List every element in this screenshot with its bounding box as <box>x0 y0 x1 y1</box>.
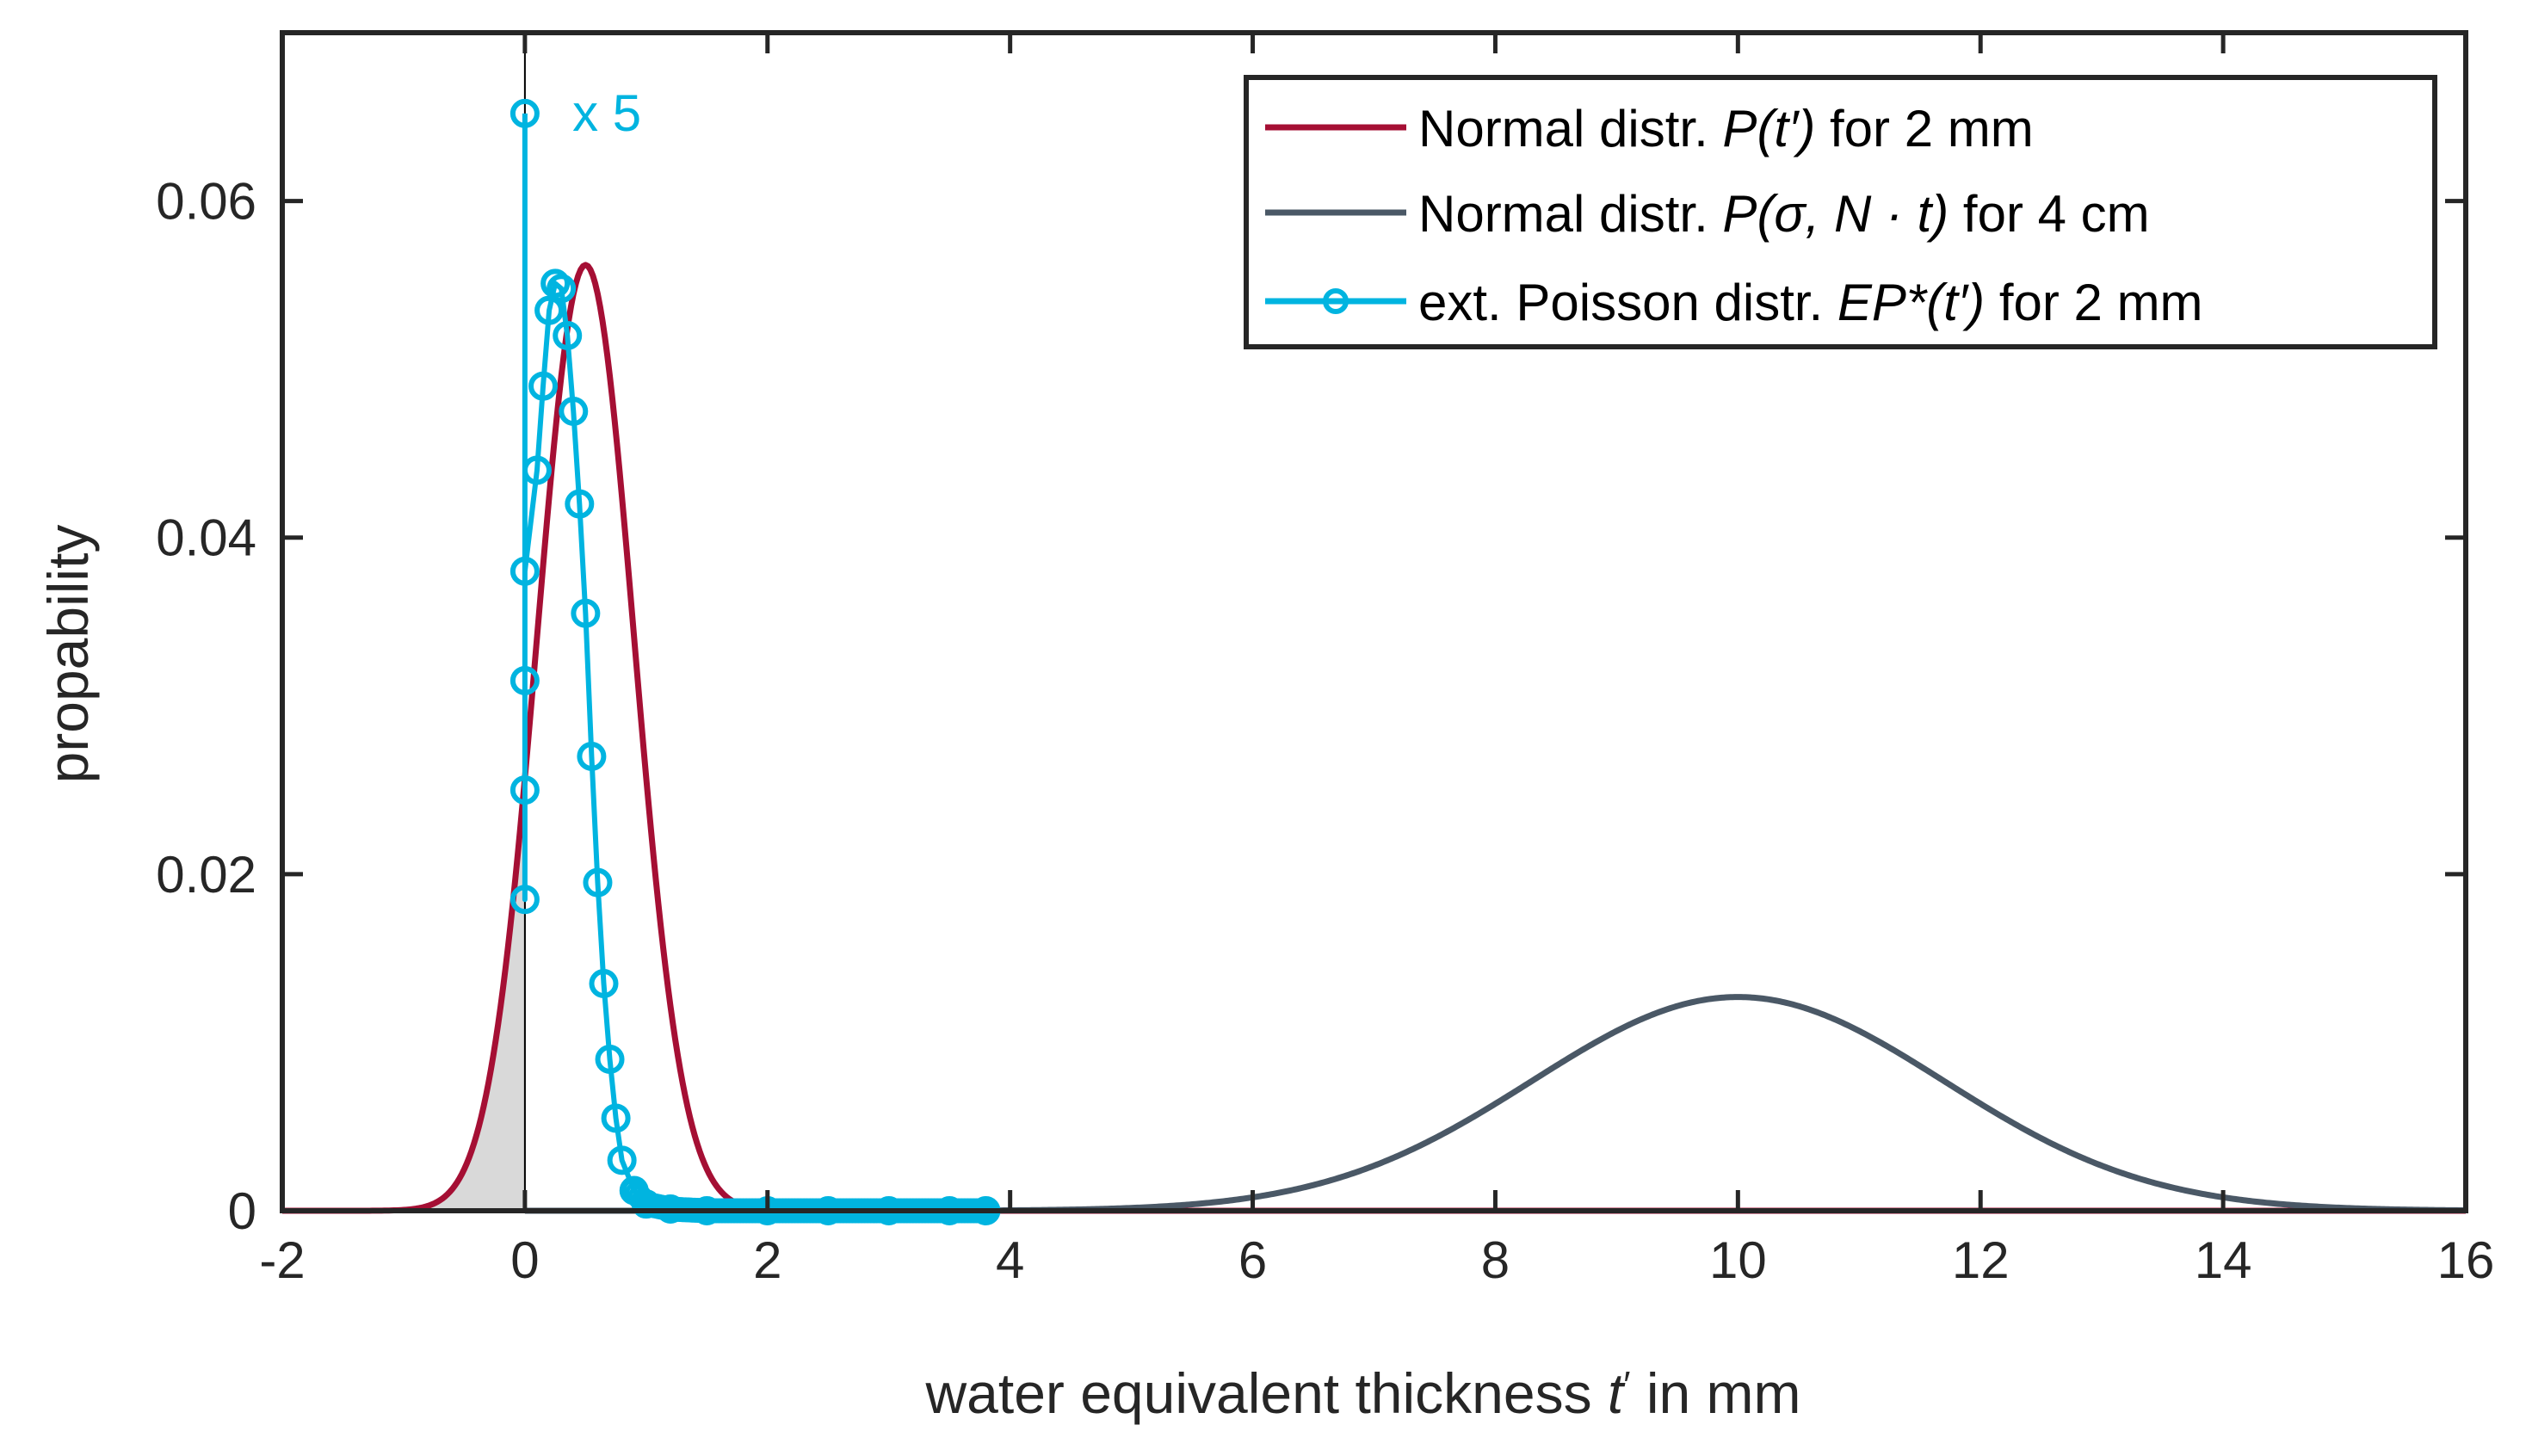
annotation-scale-factor: x 5 <box>572 84 641 142</box>
poisson-point-12 <box>571 598 601 628</box>
x-tick-label: -2 <box>259 1231 305 1289</box>
y-tick-label: 0 <box>228 1182 256 1240</box>
poisson-point-17 <box>601 1103 631 1133</box>
legend: Normal distr. P(t′) for 2 mm Normal dist… <box>1244 75 2437 349</box>
poisson-point-10 <box>559 397 589 427</box>
x-tick-label: 12 <box>1952 1231 2010 1289</box>
x-tick-label: 4 <box>996 1231 1024 1289</box>
poisson-point-14 <box>583 867 613 898</box>
poisson-point-16 <box>595 1044 625 1074</box>
y-axis-label: propability <box>36 525 100 784</box>
legend-marker-poisson-2mm <box>1323 288 1349 314</box>
poisson-point-13 <box>577 741 607 771</box>
x-tick-label: 8 <box>1481 1231 1510 1289</box>
x-tick-label: 0 <box>510 1231 539 1289</box>
y-tick-label: 0.06 <box>156 173 256 231</box>
poisson-point-5 <box>528 371 559 401</box>
x-tick-label: 16 <box>2437 1231 2495 1289</box>
poisson-point-1 <box>510 775 540 805</box>
poisson-point-6 <box>534 295 565 325</box>
y-tick-label: 0.04 <box>156 509 256 567</box>
poisson-point-0 <box>510 885 540 915</box>
legend-box <box>1244 75 2437 349</box>
poisson-point-4 <box>522 455 552 485</box>
poisson-point-18 <box>607 1145 637 1175</box>
poisson-point-2 <box>510 665 540 695</box>
x-tick-label: 14 <box>2195 1231 2252 1289</box>
poisson-point-11 <box>565 489 595 519</box>
poisson-point-9 <box>553 321 583 351</box>
poisson-point-scaled <box>510 98 540 128</box>
legend-entry-poisson-2mm: ext. Poisson distr. EP*(t′) for 2 mm <box>1418 274 2203 331</box>
poisson-point-3 <box>510 556 540 586</box>
poisson-point-8 <box>547 274 577 304</box>
y-tick-label: 0.02 <box>156 846 256 904</box>
x-tick-label: 10 <box>1709 1231 1767 1289</box>
x-tick-label: 2 <box>753 1231 781 1289</box>
axes-frame <box>280 30 2468 1213</box>
x-tick-label: 6 <box>1238 1231 1267 1289</box>
legend-entry-normal-2mm: Normal distr. P(t′) for 2 mm <box>1418 100 2034 157</box>
legend-entry-normal-4cm: Normal distr. P(σ, N · t) for 4 cm <box>1418 185 2150 243</box>
poisson-point-15 <box>589 968 619 998</box>
poisson-point-7 <box>540 268 571 299</box>
x-axis-label: water equivalent thickness t′ in mm <box>924 1361 1800 1425</box>
